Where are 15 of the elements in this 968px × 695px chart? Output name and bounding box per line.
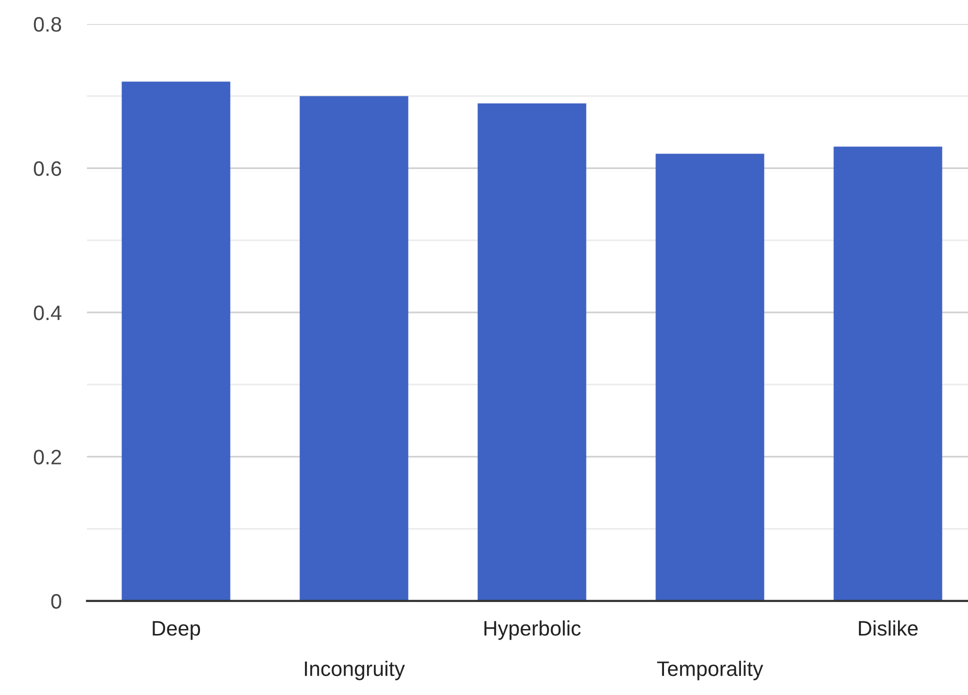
y-tick-label: 0.2 (34, 450, 61, 464)
x-tick-label: Temporality (657, 660, 764, 680)
bar (300, 96, 408, 601)
y-tick-label: 0.8 (34, 16, 62, 32)
bar (834, 146, 942, 601)
bar (656, 154, 764, 601)
x-tick-label: Incongruity (304, 660, 405, 680)
x-tick-label: Hyperbolic (484, 620, 581, 640)
x-tick-label: Deep (152, 621, 200, 640)
x-tick-label: Dislike (858, 620, 918, 636)
y-tick-label: 0 (51, 594, 62, 609)
bar (122, 82, 230, 601)
bar (478, 103, 586, 601)
y-tick-label: 0.4 (34, 305, 62, 320)
y-tick-label: 0.6 (34, 161, 62, 176)
